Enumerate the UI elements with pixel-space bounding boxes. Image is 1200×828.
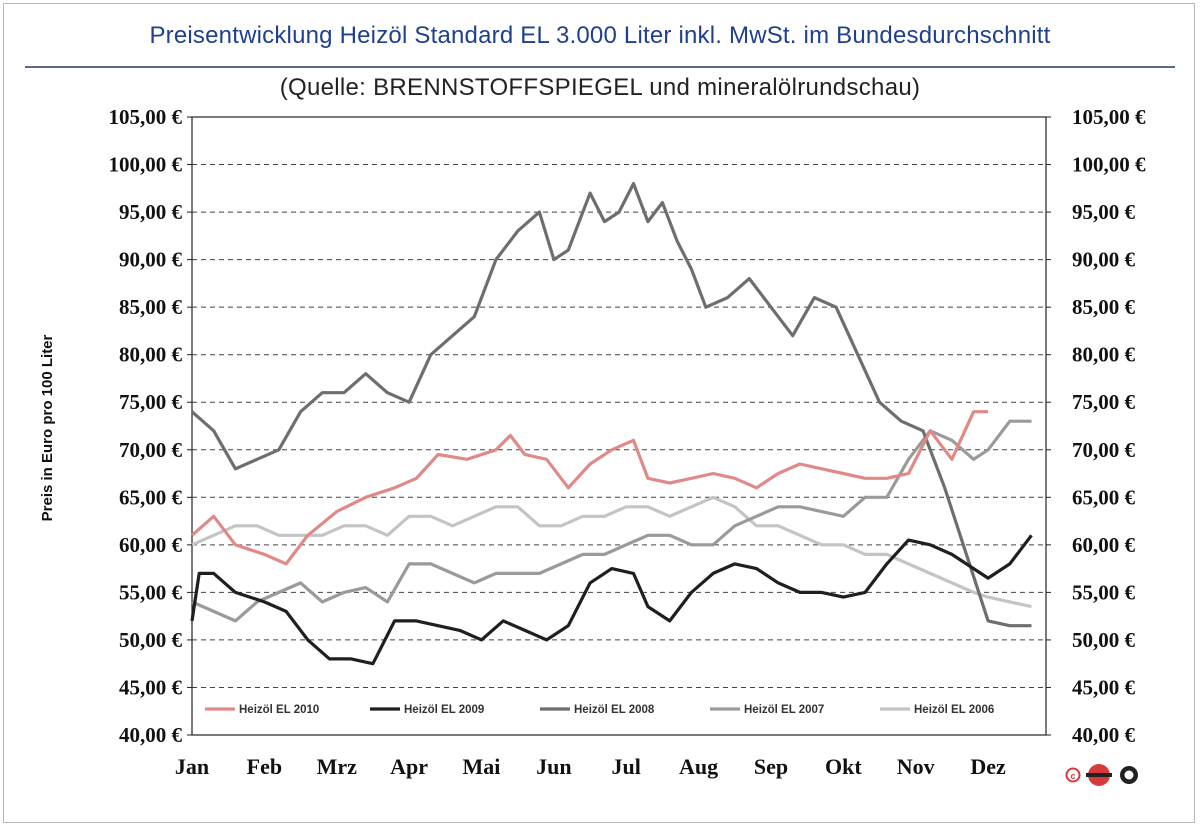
legend-label: Heizöl EL 2008	[574, 704, 655, 716]
y-tick-label-right: 65,00 €	[1072, 485, 1136, 509]
x-tick-label: Jul	[612, 754, 641, 779]
y-tick-label-right: 80,00 €	[1072, 343, 1136, 367]
y-tick-label-left: 100,00 €	[109, 153, 183, 177]
x-tick-label: Dez	[970, 754, 1006, 779]
y-tick-label-left: 45,00 €	[119, 675, 183, 699]
x-tick-label: Mai	[463, 754, 501, 779]
series-line	[190, 410, 989, 566]
y-tick-label-right: 60,00 €	[1072, 533, 1136, 557]
legend-label: Heizöl EL 2010	[239, 704, 319, 716]
series-line	[190, 182, 1032, 628]
y-tick-label-left: 105,00 €	[109, 105, 183, 129]
plot-border	[191, 116, 1047, 736]
series-lines	[190, 182, 1033, 666]
y-tick-label-right: 90,00 €	[1072, 248, 1136, 272]
y-tick-label-right: 50,00 €	[1072, 628, 1136, 652]
x-tick-label: Okt	[825, 754, 862, 779]
grid-lines	[192, 164, 1046, 688]
y-tick-label-left: 95,00 €	[119, 200, 183, 224]
x-tick-label: Sep	[754, 754, 788, 779]
legend-label: Heizöl EL 2009	[404, 704, 484, 716]
y-tick-label-left: 90,00 €	[119, 248, 183, 272]
y-tick-label-right: 70,00 €	[1072, 438, 1136, 462]
series-line	[191, 419, 1032, 623]
legend-label: Heizöl EL 2007	[744, 704, 824, 716]
x-tick-label: Nov	[897, 754, 935, 779]
y-tick-label-right: 85,00 €	[1072, 295, 1136, 319]
y-tick-label-left: 85,00 €	[119, 295, 183, 319]
y-tick-label-right: 100,00 €	[1072, 153, 1146, 177]
legend-label: Heizöl EL 2006	[914, 704, 994, 716]
series-line	[190, 534, 1033, 666]
svg-text:c: c	[1070, 771, 1075, 781]
y-tick-label-right: 40,00 €	[1072, 723, 1136, 747]
x-tick-label: Feb	[247, 754, 282, 779]
y-tick-label-right: 105,00 €	[1072, 105, 1146, 129]
chart-subtitle: (Quelle: BRENNSTOFFSPIEGEL und mineralöl…	[279, 74, 921, 101]
y-tick-label-left: 55,00 €	[119, 580, 183, 604]
x-tick-label: Aug	[679, 754, 718, 779]
y-axis-right: 40,00 € 45,00 € 50,00 € 55,00 € 60,00 € 65,00…	[1046, 105, 1146, 747]
y-tick-label-left: 40,00 €	[119, 723, 183, 747]
y-tick-label-right: 75,00 €	[1072, 390, 1136, 414]
series-line	[191, 495, 1032, 609]
y-axis-label: Preis in Euro pro 100 Liter	[39, 334, 56, 521]
x-tick-label: Jan	[175, 754, 209, 779]
legend: Heizöl EL 2010 Heizöl EL 2009 Heizöl EL 20…	[205, 704, 994, 716]
x-tick-label: Apr	[390, 754, 428, 779]
y-tick-label-left: 75,00 €	[119, 390, 183, 414]
x-tick-label: Jun	[536, 754, 571, 779]
y-tick-label-right: 45,00 €	[1072, 675, 1136, 699]
chart-frame	[3, 3, 1195, 823]
y-tick-label-left: 70,00 €	[119, 438, 183, 462]
plot-area	[191, 116, 1047, 736]
y-tick-label-left: 65,00 €	[119, 485, 183, 509]
y-tick-label-left: 50,00 €	[119, 628, 183, 652]
chart-title: Preisentwicklung Heizöl Standard EL 3.00…	[149, 22, 1051, 49]
y-axis-left: 40,00 € 45,00 € 50,00 € 55,00 € 60,00 € 65,00…	[109, 105, 192, 747]
x-tick-label: Mrz	[317, 754, 358, 779]
y-tick-label-right: 95,00 €	[1072, 200, 1136, 224]
y-tick-label-left: 60,00 €	[119, 533, 183, 557]
y-tick-label-left: 80,00 €	[119, 343, 183, 367]
brand-logo: c	[1065, 764, 1138, 786]
title-divider	[25, 66, 1175, 68]
y-tick-label-right: 55,00 €	[1072, 580, 1136, 604]
x-axis: Jan Feb Mrz Apr Mai Jun Jul Aug Sep Okt Nov Dez	[175, 754, 1006, 779]
